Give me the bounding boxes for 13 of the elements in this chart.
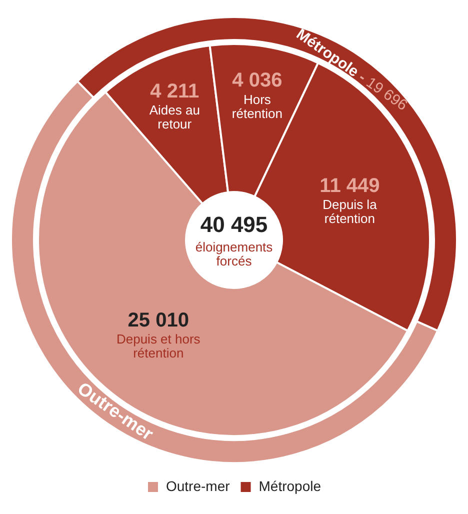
slice-label: Aides au retour: [149, 102, 200, 132]
data-label: 25 010: [128, 309, 189, 332]
data-label: 11 449: [320, 174, 380, 197]
data-label: 19 696: [362, 74, 410, 114]
data-label: 4 211: [150, 80, 200, 102]
slice-label: Depuis et hors rétention: [116, 331, 201, 360]
text: éloignements forcés: [195, 240, 274, 269]
slice-label: Hors rétention: [232, 92, 282, 121]
legend-label: Outre-mer: [166, 478, 230, 494]
text: 40 495: [200, 212, 268, 238]
slice-label: Depuis la rétention: [322, 196, 378, 226]
legend-label: Métropole: [258, 478, 322, 494]
data-label: 4 036: [232, 70, 282, 92]
